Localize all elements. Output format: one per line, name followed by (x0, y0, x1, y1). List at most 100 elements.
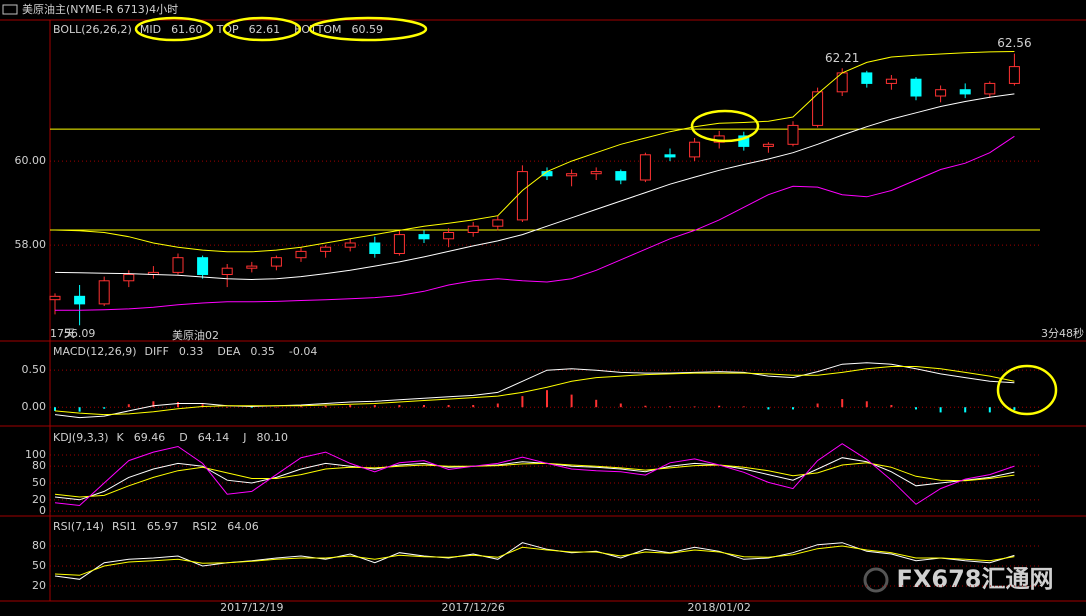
x-tick-label: 2017/12/19 (220, 601, 283, 614)
window-icon[interactable] (2, 4, 18, 15)
macd-bar (447, 404, 450, 408)
candle-body (812, 91, 824, 126)
watermark-logo (863, 567, 889, 593)
candle-body (369, 242, 381, 254)
legend-name: TOP (216, 23, 239, 36)
candle-body (74, 295, 86, 305)
legend-name: K (117, 431, 125, 444)
low-label: 56.09 (64, 327, 96, 340)
macd-bar (250, 407, 253, 408)
candle-body (393, 234, 405, 254)
y-tick-label: 20 (32, 579, 46, 592)
candle-body (320, 246, 332, 252)
indicator-line (54, 545, 1015, 576)
y-tick-label: 0.00 (22, 400, 47, 413)
legend-name: RSI1 (112, 520, 137, 533)
candle-body (443, 231, 455, 240)
legend-name: J (242, 431, 246, 444)
macd-bar (152, 401, 155, 408)
macd-bar (398, 404, 401, 408)
macd-bar (619, 403, 622, 408)
macd-bar (1013, 407, 1016, 411)
legend-name: D (179, 431, 187, 444)
highlight-ellipse (690, 109, 760, 143)
y-tick-label: 50 (32, 476, 46, 489)
macd-bar (865, 401, 868, 408)
macd-bar (423, 404, 425, 408)
y-tick-label: 58.00 (15, 238, 47, 251)
legend-value: 65.97 (147, 520, 179, 533)
legend-value: -0.04 (289, 345, 317, 358)
macd-bar (275, 407, 278, 408)
high-label: 62.56 (997, 36, 1031, 50)
candle-body (787, 124, 799, 145)
highlight-ellipse (996, 364, 1058, 416)
y-tick-label: 0 (39, 504, 46, 517)
macd-bar (841, 399, 844, 408)
candle-body (910, 78, 922, 97)
indicator-line (54, 542, 1015, 580)
header-title: 美原油主(NYME-R 6713)4小时 (22, 2, 178, 16)
macd-bar (939, 407, 942, 413)
candle-body (566, 173, 578, 177)
macd-bar (792, 407, 794, 410)
candle-body (492, 219, 504, 227)
highlight-ellipse (308, 16, 428, 42)
legend-name: MID (140, 23, 161, 36)
legend-value: 64.06 (227, 520, 259, 533)
y-tick-label: 100 (25, 448, 46, 461)
indicator-line (54, 93, 1015, 281)
candle-body (344, 242, 356, 248)
high-label: 62.21 (825, 51, 859, 65)
candle-body (639, 154, 651, 181)
legend-name: BOTTOM (294, 23, 341, 36)
macd-bar (78, 407, 81, 412)
candle-body (467, 225, 479, 233)
y-tick-label: 80 (32, 539, 46, 552)
macd-bar (226, 407, 229, 408)
macd-bar (693, 406, 696, 408)
macd-bar (988, 407, 991, 413)
legend-value: 64.14 (198, 431, 230, 444)
candle-body (861, 72, 873, 84)
macd-bar (816, 403, 819, 408)
legend-value: 80.10 (256, 431, 288, 444)
candle-body (246, 265, 258, 269)
macd-bar (300, 406, 302, 408)
indicator-line (54, 462, 1015, 498)
y-tick-label: 60.00 (15, 154, 47, 167)
macd-bar (669, 406, 671, 408)
candle-body (959, 89, 971, 95)
candle-body (123, 273, 135, 282)
indicator-line (55, 135, 1015, 311)
macd-bar (915, 407, 917, 410)
legend-name: DIFF (145, 345, 169, 358)
candle-body (590, 171, 602, 175)
candle-body (615, 171, 627, 181)
y-tick-label: 0.50 (22, 363, 47, 376)
indicator-line (54, 366, 1015, 416)
days-label: 17天 (50, 327, 75, 340)
macd-bar (201, 404, 204, 408)
y-tick-label: 80 (32, 459, 46, 472)
legend-value: 62.61 (249, 23, 281, 36)
candle-body (738, 135, 750, 147)
x-tick-label: 2018/01/02 (687, 601, 750, 614)
x-tick-label: 2017/12/26 (441, 601, 504, 614)
highlight-marks (134, 16, 1058, 416)
macd-bar (546, 390, 548, 408)
candle-body (49, 295, 61, 301)
legend-name: DEA (217, 345, 240, 358)
candle-body (689, 141, 701, 158)
legend-value: 0.35 (250, 345, 275, 358)
highlight-ellipse (134, 16, 214, 42)
candle-body (295, 250, 307, 259)
macd-bar (472, 404, 475, 408)
timer-label: 3分48秒 (1041, 326, 1084, 340)
candle-body (98, 280, 110, 305)
contract-label: 美原油02 (172, 328, 219, 342)
macd-bar (718, 405, 721, 408)
macd-bar (742, 406, 745, 408)
candle-body (984, 82, 996, 95)
